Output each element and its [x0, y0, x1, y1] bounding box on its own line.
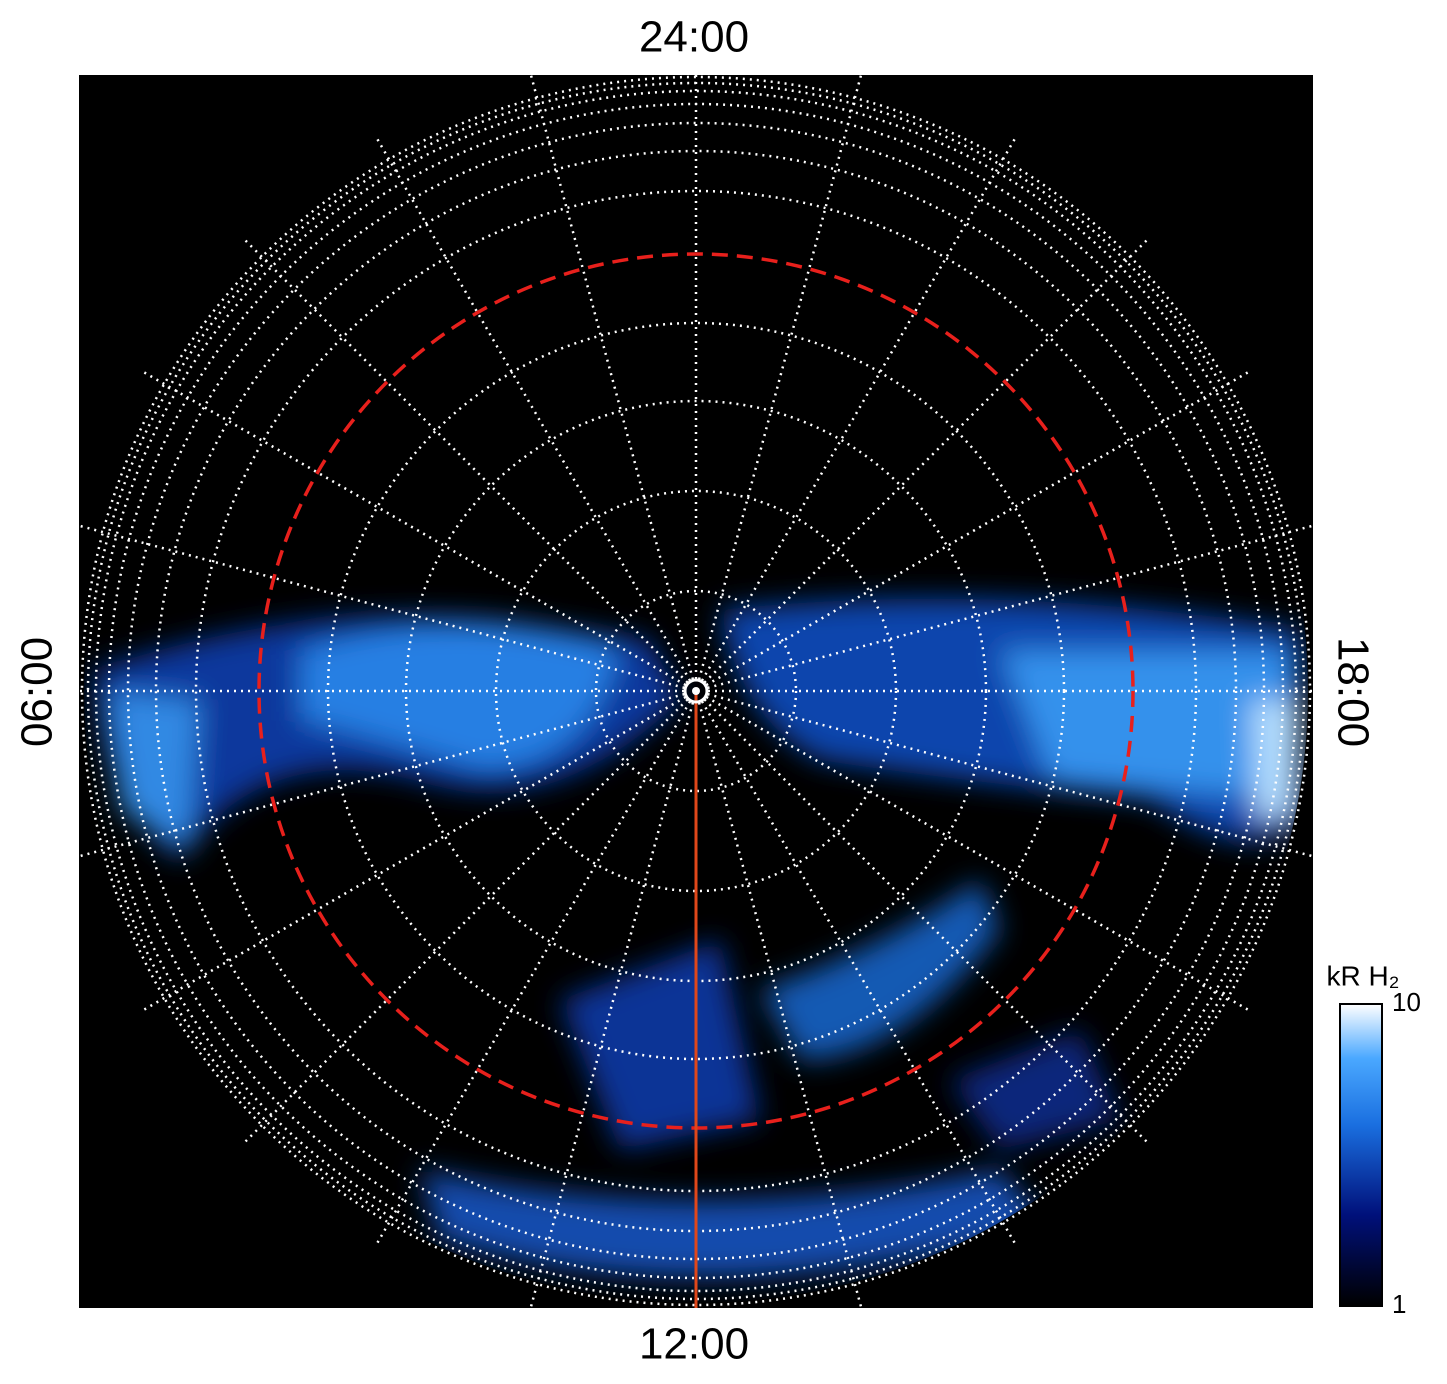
polar-grid — [79, 75, 1313, 1308]
pole-dot — [692, 687, 700, 695]
grid-circle — [126, 121, 1266, 1261]
bottom-label: 12:00 — [639, 1320, 749, 1369]
colorbar — [1339, 1003, 1383, 1307]
colorbar-tick-label: 10 — [1392, 987, 1421, 1017]
colorbar-title: kR H₂ — [1326, 960, 1399, 991]
grid-circle — [594, 589, 798, 793]
colorbar-tick-label: 1 — [1392, 1289, 1406, 1319]
grid-circle — [494, 489, 898, 893]
aurora-emission — [95, 598, 1305, 1278]
grid-circle — [326, 321, 1066, 1061]
pole-marker — [683, 678, 709, 704]
left-label: 06:00 — [13, 637, 62, 747]
image-layer — [79, 75, 1313, 1308]
top-label: 24:00 — [639, 13, 749, 62]
right-label: 18:00 — [1328, 637, 1377, 747]
